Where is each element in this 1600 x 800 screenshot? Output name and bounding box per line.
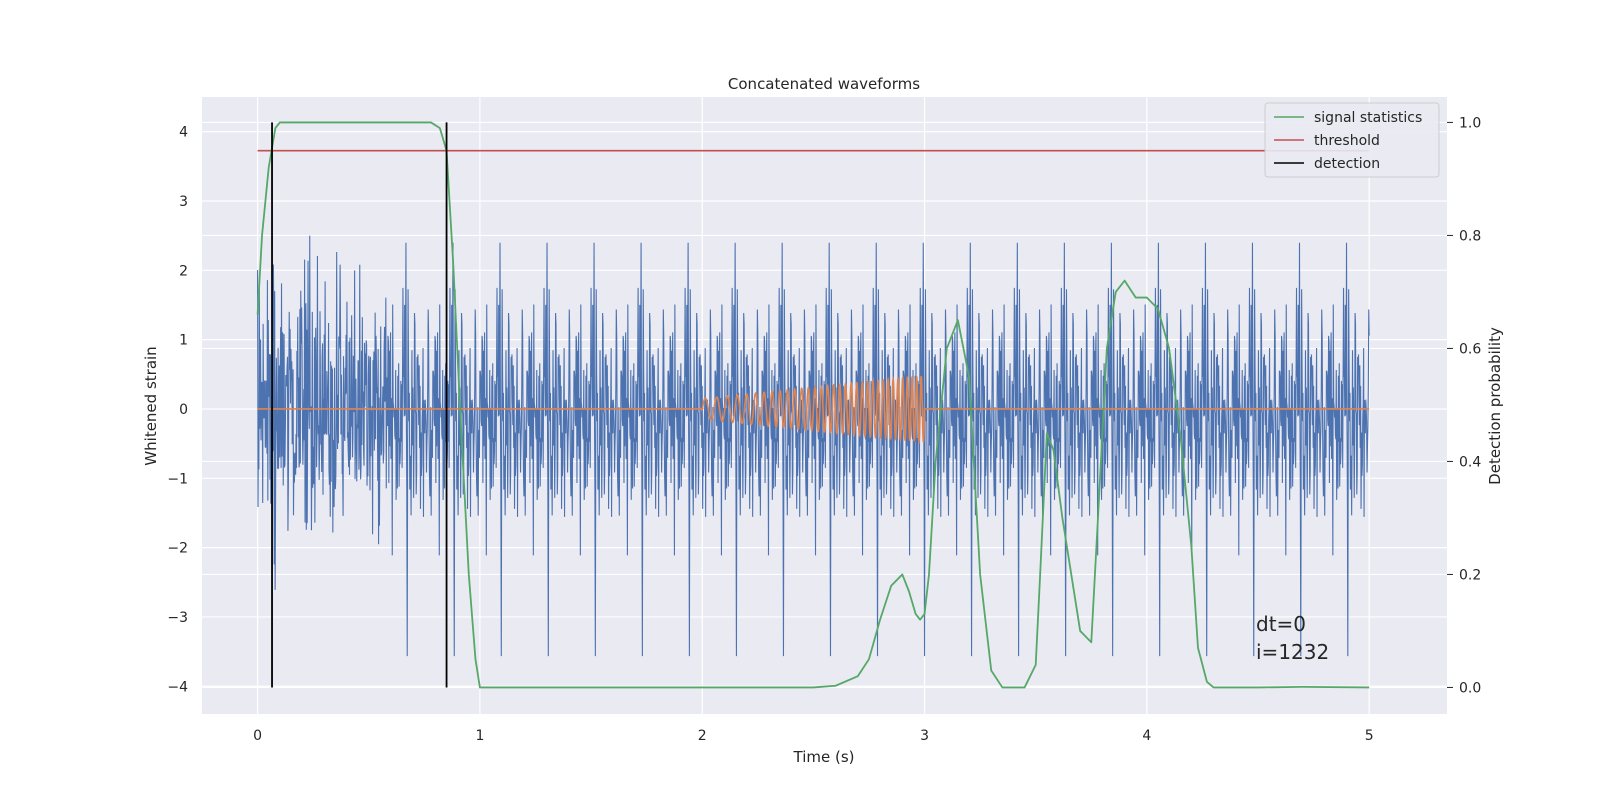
injected-signal-line [257, 375, 1370, 445]
y-tick-label-left-2: −2 [167, 541, 188, 557]
x-tick-label-0: 0 [253, 728, 262, 744]
annotation-index: i=1232 [1256, 640, 1329, 664]
x-tick-label-5: 5 [1365, 728, 1374, 744]
x-axis-label: Time (s) [793, 748, 855, 766]
legend-label-signal-statistics: signal statistics [1314, 110, 1422, 126]
signal-statistics-line [256, 121, 1370, 689]
y-tick-label-right-5: 1.0 [1459, 115, 1481, 131]
annotation-dt: dt=0 [1256, 612, 1306, 636]
y-tick-label-right-3: 0.6 [1459, 341, 1481, 357]
y-tick-label-left-1: −3 [167, 610, 188, 626]
y-tick-label-left-0: −4 [167, 679, 188, 695]
detection-group [271, 122, 448, 688]
y-tick-label-right-4: 0.8 [1459, 228, 1481, 244]
right-axis-ticks: 0.0 0.2 0.4 0.6 0.8 1.0 [1447, 115, 1481, 696]
y-tick-label-right-1: 0.2 [1459, 567, 1481, 583]
signal-statistics-group [256, 121, 1370, 689]
x-tick-label-4: 4 [1142, 728, 1151, 744]
x-tick-label-2: 2 [698, 728, 707, 744]
legend: signal statistics threshold detection [1264, 102, 1440, 178]
y-axis-label-left: Whitened strain [142, 346, 160, 465]
y-tick-label-left-3: −1 [167, 471, 188, 487]
y-axis-label-right: Detection probability [1486, 327, 1504, 485]
left-axis-ticks: −4 −3 −2 −1 0 1 2 3 4 [167, 125, 188, 696]
y-tick-label-left-5: 1 [179, 333, 188, 349]
noise-series-line [257, 235, 1370, 657]
legend-label-detection: detection [1314, 156, 1380, 172]
injected-signal-group [257, 375, 1370, 445]
legend-label-threshold: threshold [1314, 133, 1380, 149]
chart-title: Concatenated waveforms [728, 75, 920, 93]
x-tick-label-3: 3 [920, 728, 929, 744]
y-tick-label-right-2: 0.4 [1459, 454, 1481, 470]
y-tick-label-left-8: 4 [179, 125, 188, 141]
x-tick-label-1: 1 [475, 728, 484, 744]
y-tick-label-left-7: 3 [179, 194, 188, 210]
x-axis-ticks: 0 1 2 3 4 5 [253, 728, 1374, 744]
noise-series-group [257, 235, 1370, 657]
y-tick-label-left-4: 0 [179, 402, 188, 418]
y-tick-label-left-6: 2 [179, 263, 188, 279]
y-tick-label-right-0: 0.0 [1459, 680, 1481, 696]
legend-box [1264, 102, 1440, 178]
